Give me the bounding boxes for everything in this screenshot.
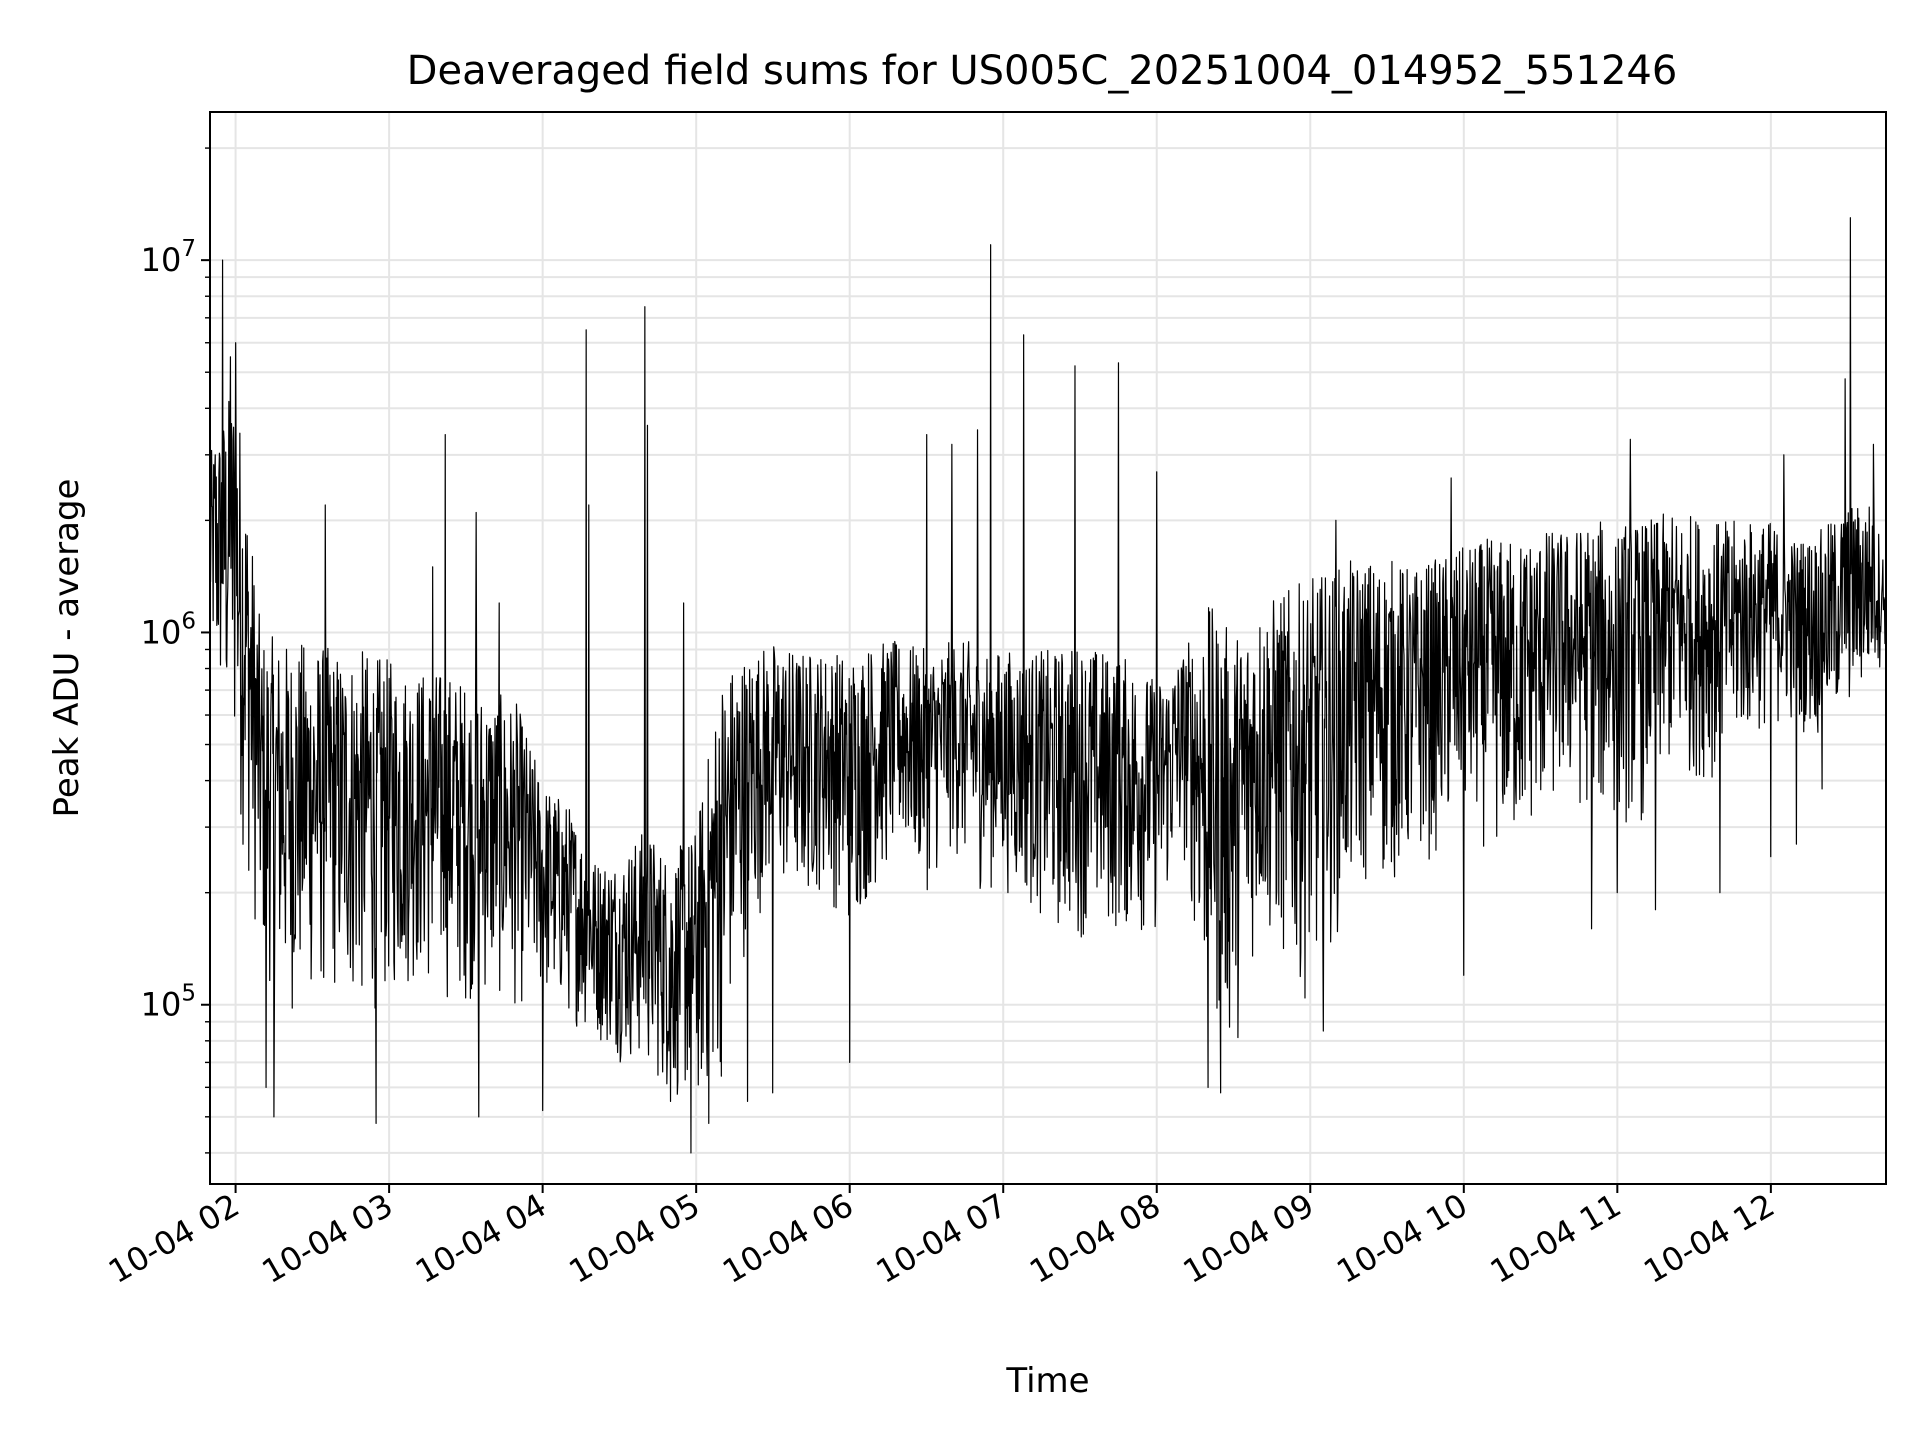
x-axis-label: Time (1005, 1361, 1089, 1401)
y-axis-label: Peak ADU - average (47, 479, 87, 818)
chart-title: Deaveraged field sums for US005C_2025100… (407, 48, 1678, 94)
series-group (209, 217, 1887, 1154)
y-tick-label: 107 (141, 236, 196, 279)
y-tick-label: 106 (141, 608, 196, 651)
plot-frame (209, 111, 1887, 1185)
series-line (209, 217, 1887, 1154)
y-tick-label: 105 (141, 981, 196, 1024)
